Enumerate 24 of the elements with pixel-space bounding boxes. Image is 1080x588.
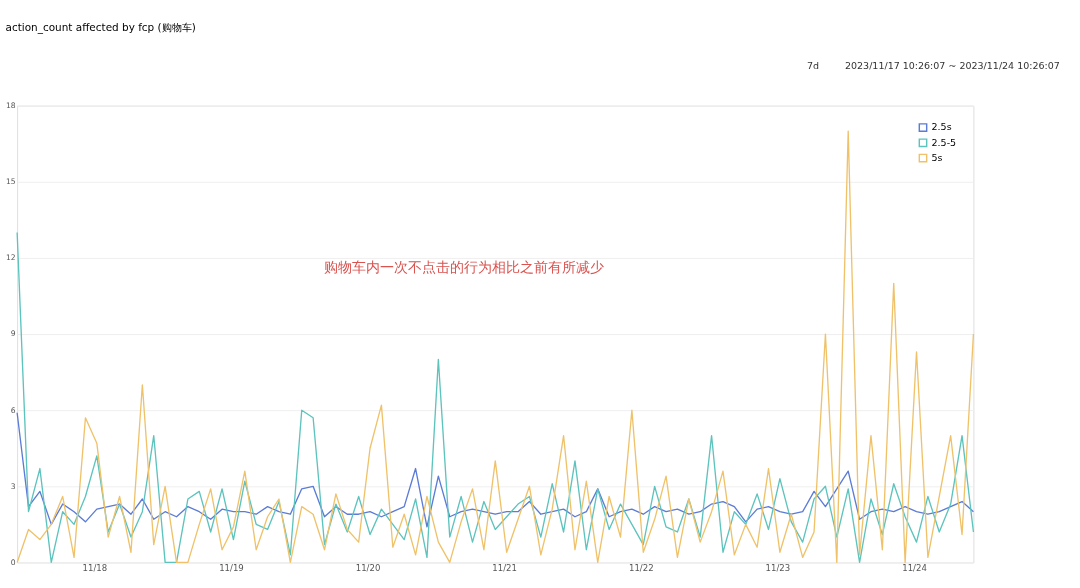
x-tick-label: 11/19: [219, 563, 244, 574]
text: 2023/11/17 10:26:07 ~ 2023/11/24 10:26:07: [844, 59, 1060, 71]
x-tick-label: 11/23: [765, 563, 791, 574]
legend-label: 2.5s: [931, 121, 952, 133]
y-tick-label: 9: [10, 329, 16, 339]
y-tick-label: 0: [10, 557, 16, 567]
line-series: [16, 231, 975, 564]
text: 7d: [806, 59, 819, 71]
y-tick-label: 18: [6, 101, 16, 111]
x-tick-label: 11/20: [355, 563, 381, 574]
y-tick-label: 15: [6, 177, 16, 187]
legend-label: 5s: [931, 151, 943, 163]
y-tick-label: 6: [10, 405, 16, 415]
x-tick-label: 11/24: [902, 563, 927, 574]
line-series: [16, 412, 975, 528]
annotation: 购物车内一次不点击的行为相比之前有所减少: [324, 259, 605, 276]
line-series: [16, 130, 975, 564]
y-tick-label: 12: [6, 253, 16, 263]
y-tick-label: 3: [10, 481, 16, 491]
chart-title: action_count affected by fcp (购物车): [5, 20, 196, 34]
x-tick-label: 11/18: [82, 563, 108, 574]
x-tick-label: 11/22: [628, 563, 654, 574]
legend-label: 2.5-5: [931, 136, 957, 148]
x-tick-label: 11/21: [492, 563, 517, 574]
